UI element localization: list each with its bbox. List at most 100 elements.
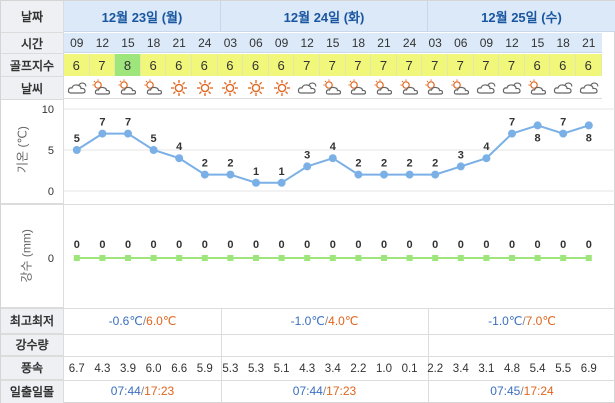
golf-index-cell: 7	[89, 54, 116, 76]
temperature-point	[175, 154, 184, 163]
sun-separator: /	[140, 384, 145, 398]
temperature-chart-label-cell	[1, 100, 64, 204]
temperature-point	[380, 170, 388, 179]
partly-cloudy-icon	[396, 77, 423, 99]
temperature-point	[277, 178, 286, 187]
time-cell: 12	[499, 33, 525, 53]
precip-point	[329, 255, 336, 261]
precip-point	[201, 255, 208, 261]
partly-cloudy-icon	[115, 77, 141, 99]
precip-data-label: 0	[483, 239, 489, 251]
precip-point	[176, 255, 183, 261]
precip-point	[534, 255, 541, 261]
temperature-data-label: 3	[304, 149, 310, 161]
precip-point	[125, 255, 131, 261]
divider	[1, 356, 615, 357]
temperature-point	[354, 170, 363, 179]
precip-point	[253, 255, 259, 261]
precip-point	[509, 255, 515, 261]
golf-index-cell: 7	[320, 54, 346, 76]
divider	[1, 308, 615, 309]
precip-chart-label-cell	[1, 204, 64, 308]
temperature-data-label: 5	[74, 133, 80, 145]
temperature-data-label: 2	[407, 158, 413, 170]
sunny-icon	[166, 77, 192, 99]
golf-index-cell: 6	[166, 54, 192, 76]
precip-data-label: 0	[381, 239, 387, 251]
partly-cloudy-icon	[371, 77, 397, 99]
wind-speed-cell: 3.9	[119, 362, 136, 375]
time-cell: 24	[192, 33, 218, 53]
time-cell: 24	[396, 33, 423, 53]
time-cell: 06	[243, 33, 269, 53]
temperature-data-label: 4	[330, 141, 337, 153]
temperature-data-label: 1	[279, 166, 285, 178]
temperature-tick-label: 0	[48, 186, 54, 198]
temperature-point	[149, 146, 158, 154]
time-cell: 12	[294, 33, 320, 53]
cloudy-icon	[473, 77, 500, 99]
sun-separator: /	[322, 384, 327, 398]
wind-speed-cell: 5.4	[529, 362, 546, 375]
wind-speed-cell: 1.0	[375, 362, 392, 375]
temperature-point	[533, 121, 542, 130]
precip-data-label: 0	[176, 239, 182, 251]
wind-speed-cell: 4.3	[299, 362, 316, 375]
temperature-data-label: 2	[355, 158, 361, 170]
sunrise-time: 07:45	[490, 384, 521, 398]
sunset-time: 17:23	[326, 384, 357, 398]
wind-speed-cell: 5.5	[555, 362, 572, 375]
precip-data-label: 0	[586, 239, 592, 251]
precip-data-label: 0	[560, 239, 566, 251]
precip-data-label: 0	[509, 239, 515, 251]
temperature-point	[252, 178, 260, 187]
sunny-icon	[217, 77, 244, 99]
golf-index-cell: 7	[473, 54, 500, 76]
sun-row-label: 일출일몰	[1, 380, 64, 403]
temperature-data-label: 2	[432, 158, 438, 170]
wind-speed-cell: 4.3	[94, 362, 111, 375]
time-cell: 03	[422, 33, 448, 53]
time-cell: 21	[576, 33, 602, 53]
minmax-separator: /	[142, 314, 147, 328]
precip-data-label: 0	[227, 239, 233, 251]
date-row-label: 날짜	[1, 1, 64, 33]
time-cell: 21	[166, 33, 192, 53]
temperature-point	[226, 170, 235, 179]
divider	[1, 204, 615, 205]
date-header-day-1: 12월 23일 (월)	[64, 1, 221, 32]
precip-data-label: 0	[279, 239, 285, 251]
max-temp: 7.0℃	[525, 314, 556, 328]
temperature-data-label: 2	[227, 158, 233, 170]
temperature-data-label: 4	[176, 141, 183, 153]
cloudy-icon	[294, 77, 320, 99]
time-cell: 12	[89, 33, 116, 53]
golf-index-cell: 6	[217, 54, 244, 76]
wind-row-label: 풍속	[1, 356, 64, 380]
wind-speed-cell: 6.0	[145, 362, 162, 375]
date-header-day-3: 12월 25일 (수)	[428, 1, 615, 32]
temperature-data-label: 7	[560, 117, 566, 129]
sunny-icon	[268, 77, 295, 99]
wind-speed-cell: 5.3	[222, 362, 239, 375]
weather-row-label: 날씨	[1, 77, 64, 100]
golf-index-cell: 7	[448, 54, 474, 76]
divider	[1, 334, 615, 335]
minmax-separator: /	[324, 314, 329, 328]
precip-data-label: 0	[432, 239, 438, 251]
precip-data-label: 0	[151, 239, 157, 251]
precip-data-label: 0	[407, 239, 413, 251]
sunset-time: 17:23	[144, 384, 175, 398]
golf-index-cell: 6	[576, 54, 602, 76]
golf-index-cell: 6	[192, 54, 218, 76]
day-divider	[428, 308, 429, 403]
min-temp: -0.6℃	[108, 314, 143, 328]
sunrise-time: 07:44	[292, 384, 323, 398]
temperature-data-label: 1	[253, 166, 259, 178]
min-temp: -1.0℃	[290, 314, 325, 328]
temperature-point	[508, 129, 516, 138]
golf-index-cell: 7	[294, 54, 320, 76]
precip-point	[150, 255, 157, 261]
temperature-data-label: 2	[202, 158, 208, 170]
precip-point	[585, 255, 592, 261]
